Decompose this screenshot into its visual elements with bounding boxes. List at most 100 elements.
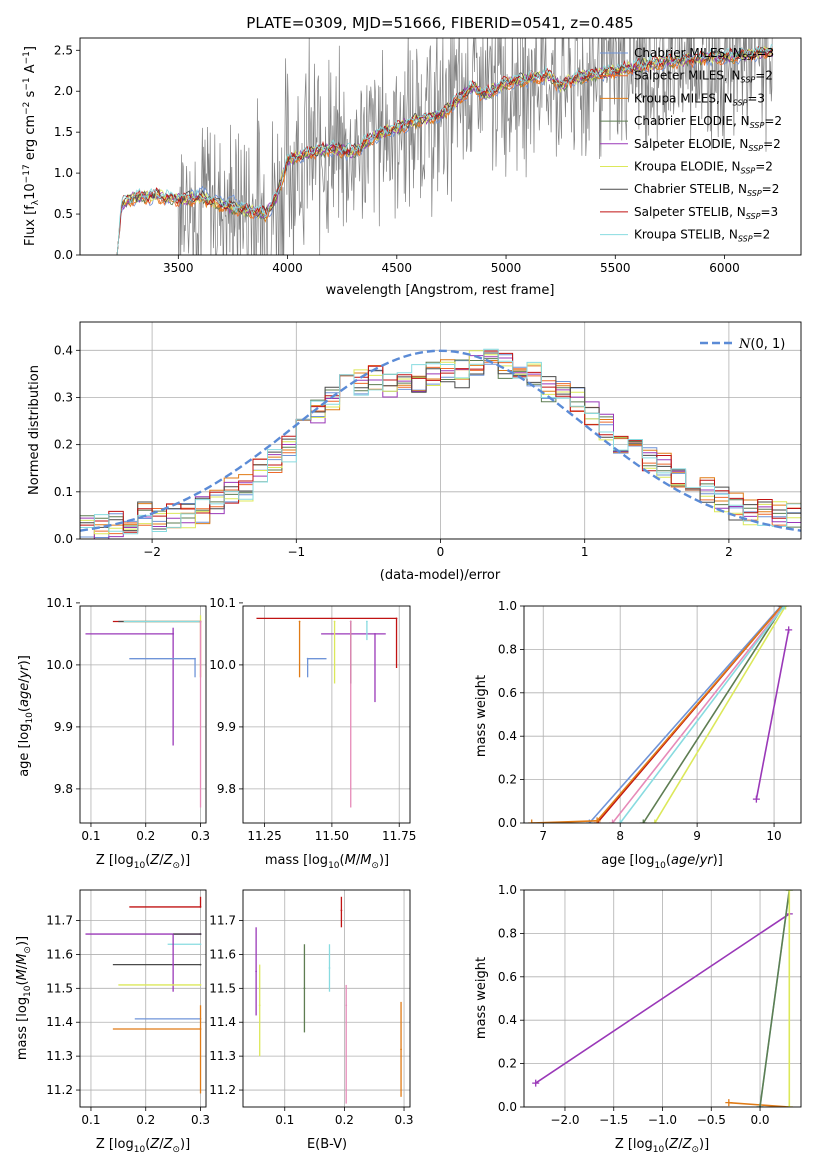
label-part: )]: [17, 655, 32, 665]
x-axis-label: Z [log10(Z/Z⊙)]: [96, 1137, 190, 1155]
label-part: −2: [22, 102, 32, 115]
x-tick-label: 5000: [491, 261, 522, 275]
y-tick-label: 10.0: [46, 658, 73, 672]
legend-text: Chabrier ELODIE, N: [634, 114, 750, 128]
data-point: [306, 657, 309, 660]
legend-label: Chabrier ELODIE, NSSP=2: [634, 114, 782, 130]
label-part: −17: [22, 164, 32, 183]
x-tick-label: −1.5: [599, 1113, 628, 1127]
x-tick-label: −1: [287, 545, 305, 559]
series-marker: [651, 819, 659, 823]
label-part: mass [log: [15, 997, 30, 1060]
y-tick-label: 0.0: [498, 816, 517, 830]
series-marker: [785, 890, 793, 894]
legend-label: Kroupa MILES, NSSP=3: [634, 91, 765, 107]
label-part: Z: [149, 853, 160, 868]
label-part: ]: [23, 46, 38, 51]
series-marker: [782, 606, 790, 610]
series-marker: [608, 819, 616, 823]
y-tick-label: 11.4: [209, 1015, 236, 1029]
series-line: [531, 606, 783, 823]
label-part: λ: [31, 199, 41, 205]
x-axis-label: age [log10(age/yr)]: [601, 853, 723, 871]
label-part: ⊙: [23, 946, 33, 954]
x-tick-label: 0.2: [335, 1113, 354, 1127]
label-part: /: [15, 964, 30, 969]
legend-text: =3: [760, 205, 778, 219]
y-tick-label: 2.5: [54, 43, 73, 57]
y-tick-label: 1.5: [54, 125, 73, 139]
label-part: M: [15, 954, 30, 965]
axes-frame: [242, 605, 411, 824]
data-point: [199, 963, 202, 966]
data-point: [298, 620, 301, 623]
data-spectrum: [116, 38, 773, 255]
legend-text: Chabrier MILES, N: [634, 46, 742, 60]
data-point: [194, 657, 196, 660]
data-point: [258, 1004, 261, 1007]
y-tick-label: 11.3: [209, 1049, 236, 1063]
legend-text: Salpeter STELIB, N: [634, 205, 746, 219]
label-part: Z: [163, 853, 174, 868]
label-part: M: [345, 853, 356, 868]
y-tick-label: 9.9: [217, 720, 236, 734]
x-tick-label: 0.3: [394, 1113, 413, 1127]
data-point: [199, 906, 202, 908]
data-point: [345, 1004, 348, 1007]
legend-sub: SSP: [747, 189, 762, 198]
label-part: Flux [f: [23, 205, 38, 246]
legend-label: Salpeter ELODIE, NSSP=2: [634, 137, 781, 153]
data-point: [366, 620, 368, 623]
y-tick-label: 11.5: [46, 981, 73, 995]
plot-area: [80, 322, 801, 539]
label-part: M: [360, 853, 371, 868]
y-tick-label: 0.3: [54, 390, 73, 404]
y-tick-label: 0.4: [54, 343, 73, 357]
series-marker: [785, 1103, 793, 1107]
x-tick-label: 11.75: [382, 829, 416, 843]
x-tick-label: 0: [437, 545, 445, 559]
legend-sub: SSP: [741, 76, 756, 85]
series-marker: [752, 795, 760, 803]
label-part: )]: [379, 853, 389, 868]
legend-label: Kroupa STELIB, NSSP=2: [634, 228, 770, 244]
legend-label: Salpeter STELIB, NSSP=3: [634, 205, 778, 221]
y-tick-label: 0.1: [54, 485, 73, 499]
y-tick-label: 0.4: [498, 1013, 517, 1027]
y-tick-label: 10.1: [209, 596, 236, 610]
x-tick-label: 11.25: [247, 829, 281, 843]
label-part: 10: [134, 1145, 146, 1155]
y-tick-label: 0.2: [54, 438, 73, 452]
x-tick-label: 9: [693, 829, 701, 843]
label-part: Z: [682, 1137, 693, 1152]
x-tick-label: 0.2: [136, 829, 155, 843]
plot-area: [524, 890, 801, 1107]
y-axis-label: age [log10(age/yr)]: [17, 655, 35, 777]
series-line: [588, 606, 782, 823]
y-tick-label: 10.1: [46, 596, 73, 610]
y-tick-label: 0.0: [54, 532, 73, 546]
label-part: 10: [23, 183, 38, 200]
label-part: A: [23, 64, 38, 77]
x-tick-label: 4500: [382, 261, 413, 275]
label-part: ⊙: [371, 861, 379, 871]
y-axis-label: mass weight: [474, 957, 489, 1039]
y-axis-label: Flux [fλ10−17 erg cm−2 s−1 A−1]: [22, 46, 41, 246]
data-point: [400, 1048, 402, 1051]
legend-n: N: [738, 337, 751, 352]
label-part: (: [340, 853, 345, 868]
y-tick-label: 0.2: [498, 1057, 517, 1071]
label-part: )]: [713, 853, 723, 868]
legend-label: Salpeter MILES, NSSP=2: [634, 69, 773, 85]
y-tick-label: 1.0: [498, 883, 517, 897]
legend-text: Kroupa ELODIE, N: [634, 160, 741, 174]
legend-sub: SSP: [738, 235, 753, 244]
data-point: [199, 1028, 202, 1030]
label-part: (: [664, 1137, 669, 1152]
label-part: mass [log: [265, 853, 328, 868]
panel-8: −2.0 −1.5 −1.0 −0.5 0.0 0.0 0.2 0.4 0.6 0.8 1.0 Z […: [474, 883, 802, 1155]
y-tick-label: 2.0: [54, 84, 73, 98]
data-point: [172, 633, 175, 635]
x-tick-label: 10: [766, 829, 781, 843]
label-part: /: [678, 1137, 683, 1152]
